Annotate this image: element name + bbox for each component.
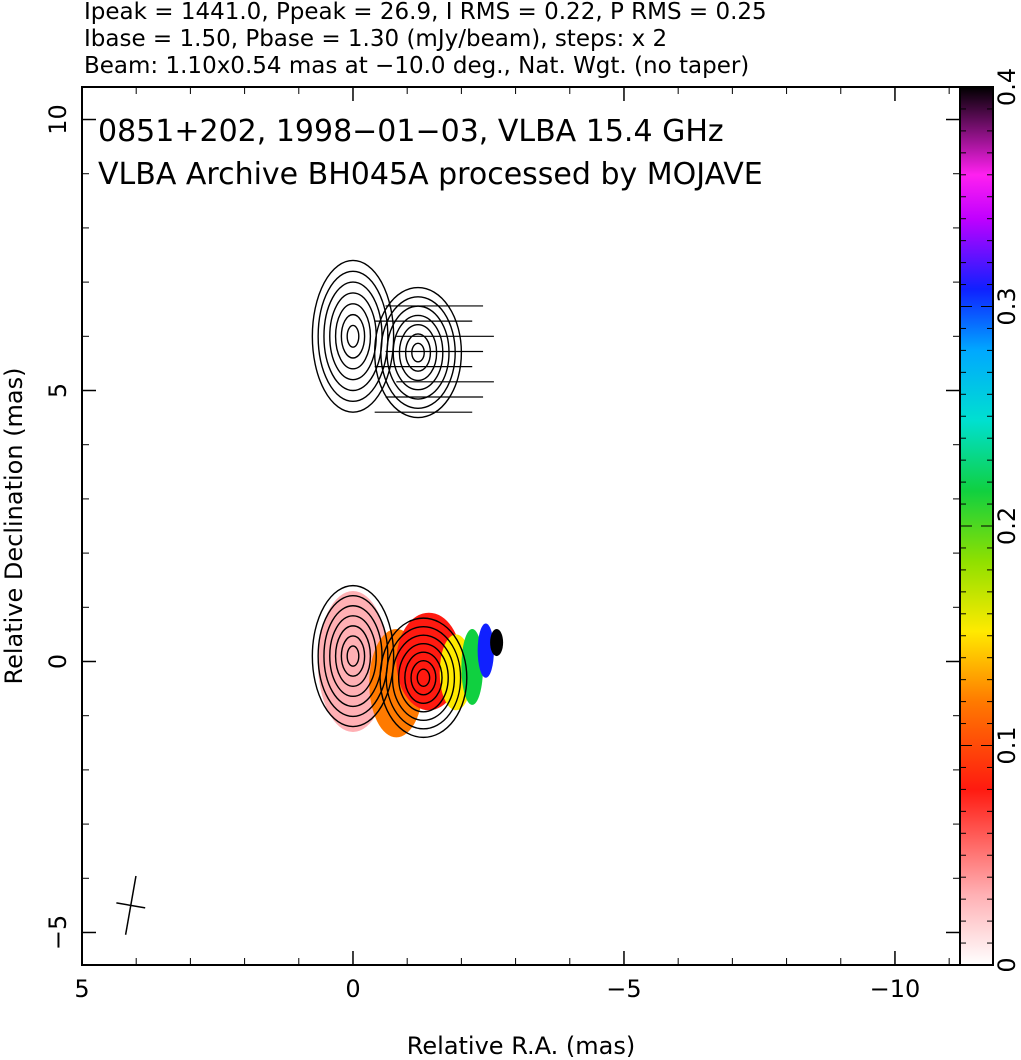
- colorbar-label-1: 0.1: [993, 726, 1021, 764]
- contour-c2-l6: [317, 594, 389, 718]
- x-tick-label-0: 5: [74, 975, 89, 1003]
- contour-c1-l1: [411, 342, 425, 363]
- contour-c1-l2: [404, 333, 432, 372]
- x-tick-label-2: −5: [606, 975, 641, 1003]
- y-tick-label-2: 5: [44, 383, 72, 398]
- colorbar-label-0: 0: [993, 957, 1021, 972]
- x-axis-ticks: 5 0 −5 −10: [74, 87, 950, 1003]
- x-tick-label-1: 0: [345, 975, 360, 1003]
- contour-c1-l7: [373, 286, 463, 419]
- polarization-patch-5: [477, 623, 494, 678]
- plot-background: [82, 87, 960, 965]
- contour-c3-l1: [416, 668, 431, 687]
- contour-c3-l6: [385, 625, 462, 730]
- colorbar: 0 0.1 0.2 0.3 0.4: [959, 68, 1021, 973]
- header-line-1: Ipeak = 1441.0, Ppeak = 26.9, I RMS = 0.…: [84, 0, 767, 25]
- intensity-contours: [311, 259, 468, 739]
- contour-c2-l4: [329, 615, 377, 698]
- colorbar-label-3: 0.3: [993, 287, 1021, 325]
- beam-marker: [116, 875, 146, 935]
- x-axis-label: Relative R.A. (mas): [407, 1032, 635, 1060]
- colorbar-label-2: 0.2: [993, 507, 1021, 545]
- contour-c1-l4: [392, 314, 444, 391]
- header-line-2: Ibase = 1.50, Pbase = 1.30 (mJy/beam), s…: [84, 26, 667, 52]
- colorbar-label-4: 0.4: [993, 68, 1021, 106]
- contour-c1-l3: [398, 323, 438, 382]
- y-axis-ticks: −5 0 5 10: [44, 104, 960, 950]
- beam-minor-axis: [116, 902, 146, 909]
- x-tick-label-3: −10: [870, 975, 921, 1003]
- y-tick-label-1: 0: [44, 654, 72, 669]
- contour-c0-l2: [340, 313, 366, 359]
- header-line-3: Beam: 1.10x0.54 mas at −10.0 deg., Nat. …: [84, 53, 749, 79]
- evpa-vectors: [374, 305, 494, 413]
- polarization-patch-6: [490, 628, 504, 657]
- contour-c2-l7: [311, 584, 395, 728]
- contour-c2-l1: [346, 645, 360, 667]
- contour-c3-l3: [404, 651, 443, 705]
- contour-c2-l2: [340, 635, 366, 677]
- contour-c0-l1: [346, 324, 360, 348]
- y-tick-label-0: −5: [44, 915, 72, 950]
- contour-c3-l2: [410, 660, 437, 696]
- contour-c0-l6: [317, 270, 389, 403]
- colorbar-ticks: 0 0.1 0.2 0.3 0.4: [960, 68, 1021, 973]
- y-tick-label-3: 10: [44, 104, 72, 135]
- contour-c3-l4: [397, 642, 449, 713]
- plot-title-line-2: VLBA Archive BH045A processed by MOJAVE: [98, 157, 763, 192]
- contour-c2-l5: [323, 605, 383, 708]
- contour-c2-l3: [334, 625, 372, 687]
- contour-c1-l6: [380, 296, 456, 410]
- plot-title-line-1: 0851+202, 1998−01−03, VLBA 15.4 GHz: [98, 114, 724, 149]
- plot-area: 5 0 −5 −10 −5 0 5 10: [44, 86, 961, 1003]
- contour-c0-l7: [311, 259, 395, 413]
- contour-c0-l3: [334, 303, 372, 370]
- contour-c3-l5: [391, 634, 456, 722]
- y-axis-label: Relative Declination (mas): [0, 367, 28, 684]
- contour-c3-l7: [379, 617, 468, 739]
